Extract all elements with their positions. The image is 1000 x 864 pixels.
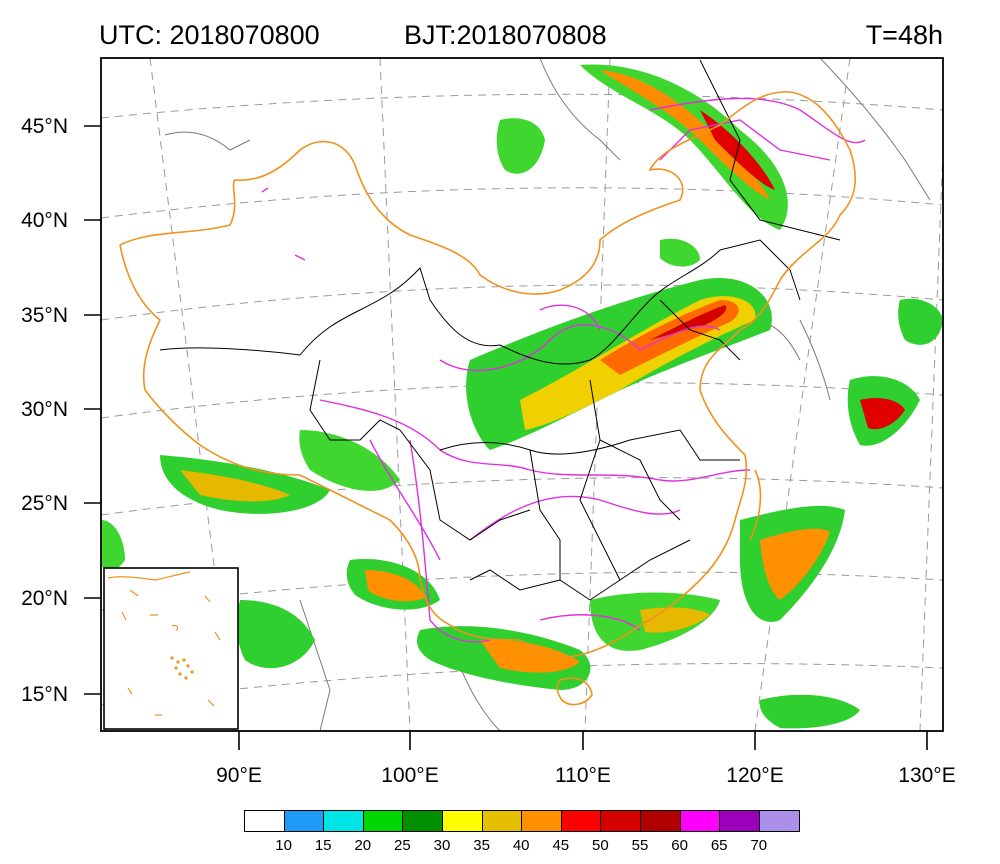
lon-label-110e: 110°E	[555, 764, 611, 787]
colorbar-label: 55	[631, 837, 649, 854]
lat-label-40n: 40°N	[21, 209, 68, 232]
colorbar-cell	[284, 811, 325, 831]
map-frame	[100, 57, 944, 732]
colorbar-label: 70	[750, 837, 768, 854]
colorbar-cell	[680, 811, 721, 831]
lon-ticks	[238, 731, 928, 750]
lat-label-20n: 20°N	[21, 587, 68, 610]
rivers	[261, 97, 866, 643]
colorbar-label: 65	[710, 837, 728, 854]
lat-label-45n: 45°N	[21, 115, 68, 138]
colorbar-label: 10	[275, 837, 292, 854]
colorbar-cell	[601, 811, 641, 831]
colorbar-cell	[363, 811, 404, 831]
colorbar-label: 20	[354, 837, 372, 854]
colorbar-cell	[403, 811, 443, 831]
lat-ticks	[84, 125, 101, 695]
forecast-hour: T=48h	[865, 20, 943, 50]
bjt-time: BJT:2018070808	[404, 20, 607, 50]
lon-label-120e: 120°E	[726, 764, 784, 787]
lat-label-25n: 25°N	[21, 492, 68, 515]
colorbar-label: 45	[552, 837, 570, 854]
colorbar-cell	[561, 811, 602, 831]
province-borders	[159, 59, 841, 601]
colorbar-label: 60	[671, 837, 688, 854]
colorbar-cell	[522, 811, 562, 831]
colorbar-cell	[720, 811, 760, 831]
lat-label-15n: 15°N	[21, 683, 68, 706]
lon-label-90e: 90°E	[216, 764, 262, 787]
colorbar	[244, 810, 801, 832]
colorbar-label: 25	[394, 837, 411, 854]
colorbar-cell	[640, 811, 681, 831]
lon-label-100e: 100°E	[381, 764, 439, 787]
lat-label-35n: 35°N	[21, 304, 68, 327]
colorbar-cell	[245, 811, 285, 831]
lon-label-130e: 130°E	[898, 764, 956, 787]
colorbar-label: 40	[512, 837, 530, 854]
south-china-sea-inset	[103, 567, 239, 730]
colorbar-cell	[442, 811, 483, 831]
colorbar-label: 30	[433, 837, 451, 854]
colorbar-cell	[324, 811, 364, 831]
colorbar-cell	[759, 811, 800, 831]
colorbar-cell	[482, 811, 523, 831]
colorbar-label: 35	[473, 837, 490, 854]
national-border	[119, 91, 856, 706]
colorbar-label: 15	[314, 837, 332, 854]
lat-label-30n: 30°N	[21, 398, 68, 421]
utc-time: UTC: 2018070800	[99, 20, 320, 50]
colorbar-label: 50	[592, 837, 609, 854]
